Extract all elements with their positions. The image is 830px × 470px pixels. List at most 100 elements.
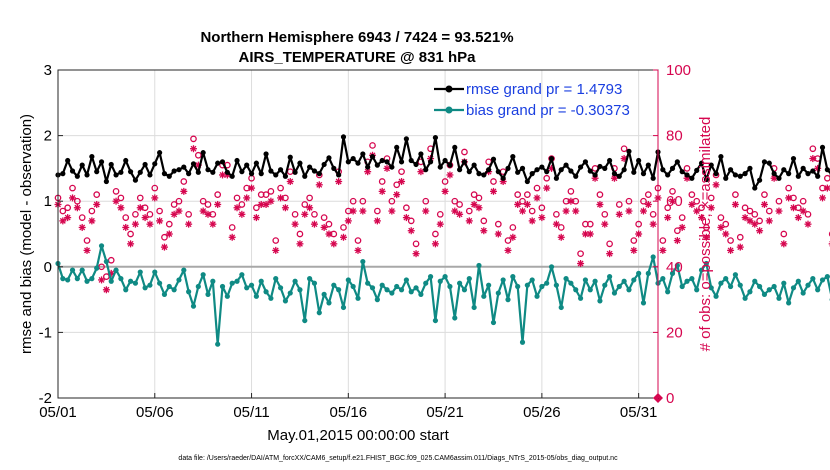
x-tick-label: 05/21 [426,404,464,421]
rmse-point [476,171,482,177]
rmse-point [394,144,400,151]
bias-point [790,285,797,291]
possible-obs-marker [465,207,473,215]
bias-point [587,287,593,293]
assimilated-obs-marker [577,260,585,268]
assimilated-obs-marker [625,207,633,215]
rmse-point [219,159,226,165]
rmse-point [374,162,380,168]
rmse-point [626,148,632,154]
possible-obs-marker [398,168,405,176]
possible-obs-marker [577,250,584,258]
rmse-point [307,164,313,170]
rmse-point [360,151,366,157]
possible-obs-marker [199,197,207,205]
bias-point [365,280,371,286]
possible-obs-marker [393,181,401,189]
bias-point [602,282,608,288]
bias-point [210,278,216,284]
rmse-point [457,167,463,173]
bias-point [89,276,95,282]
rmse-point [442,157,448,164]
assimilated-obs-marker [480,227,488,235]
possible-obs-marker [635,220,642,228]
assimilated-obs-marker [335,178,343,186]
axes: 05/01 05/06 05/11 05/16 05/21 05/26 05/31 -2 -1 0… [39,62,691,421]
rmse-point [176,167,182,173]
rmse-point [815,173,821,179]
possible-obs-marker [615,201,623,208]
bias-point [500,277,506,283]
possible-obs-marker [204,201,212,208]
rmse-point [689,175,695,181]
rmse-point [602,165,608,171]
bias-point [621,278,627,284]
bias-point [321,291,327,297]
possible-obs-marker [601,210,609,218]
assimilated-obs-marker [102,286,110,294]
assimilated-obs-marker [669,197,677,205]
assimilated-obs-marker [804,220,812,228]
assimilated-obs-marker [402,214,410,222]
bias-point [311,280,318,286]
bias-point [824,274,830,280]
rmse-point [781,167,787,173]
assimilated-obs-marker [209,220,217,228]
assimilated-obs-marker [127,240,135,248]
bias-point [297,287,303,293]
possible-obs-marker [707,194,715,202]
bias-point [703,260,709,267]
bias-point [737,282,743,288]
rmse-point [577,164,584,170]
possible-obs-marker [494,220,502,228]
rmse-point [766,160,772,166]
bias-point [350,283,356,290]
possible-obs-marker [596,191,604,198]
assimilated-obs-marker [731,200,739,208]
rmse-point [500,175,506,181]
possible-obs-marker [412,240,420,248]
bias-point [544,280,550,286]
possible-obs-marker [83,237,91,244]
possible-obs-marker [538,204,546,212]
possible-obs-marker [122,214,130,221]
bias-point [282,298,289,304]
possible-obs-marker [267,188,275,195]
bias-point [432,317,439,324]
bias-point [60,276,66,282]
possible-obs-marker [136,194,144,202]
rmse-point [94,169,100,175]
rmse-point [413,161,419,168]
bias-point [636,270,642,276]
rmse-point [65,157,71,164]
bias-point [427,274,434,280]
bias-point [597,298,603,304]
assimilated-obs-marker [538,214,546,222]
rmse-point [819,144,826,151]
possible-obs-marker [296,230,304,238]
bias-point [689,276,695,282]
bias-point [471,304,477,311]
rmse-point [640,171,647,177]
possible-obs-marker [436,210,444,218]
possible-obs-marker [674,227,681,235]
possible-obs-marker [69,184,76,192]
assimilated-obs-marker [422,207,430,215]
possible-obs-marker [194,151,202,159]
bias-point [118,276,124,282]
bias-point [573,287,579,293]
assimilated-obs-marker [630,246,638,254]
rmse-point [742,171,748,177]
rmse-point [302,173,308,179]
bias-point [369,285,376,291]
bias-point [674,262,680,269]
rmse-point [403,136,409,142]
rmse-point [152,161,158,167]
rmse-point [718,153,724,160]
assimilated-obs-marker [572,207,580,215]
possible-obs-marker [799,197,807,205]
rmse-point [142,161,148,168]
assimilated-obs-marker [693,207,701,215]
bias-point [515,283,521,290]
assimilated-obs-marker [722,230,730,238]
